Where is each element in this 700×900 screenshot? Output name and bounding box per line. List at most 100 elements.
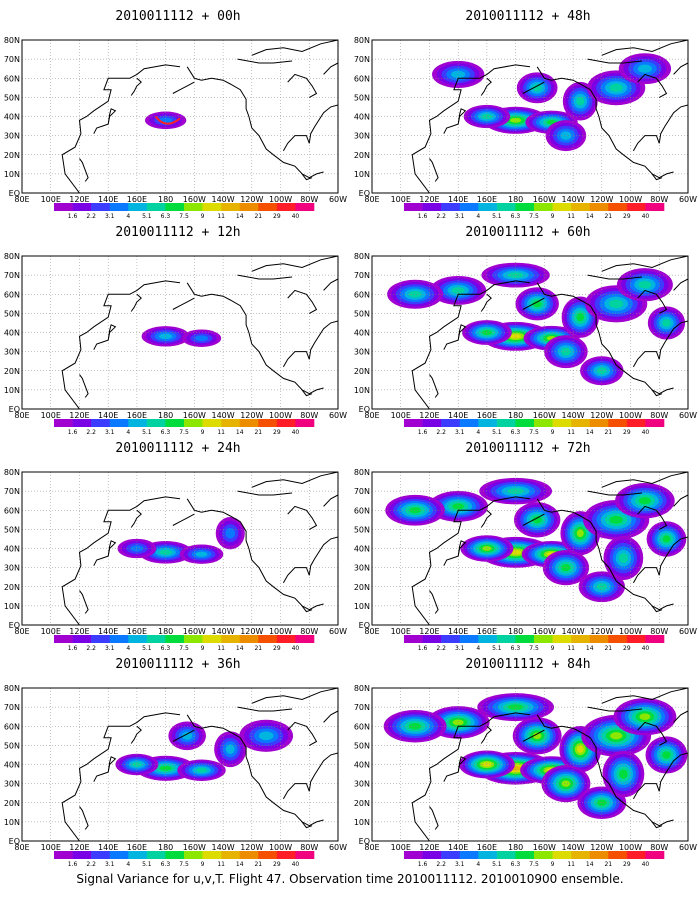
colorbar-label: 11 [217,861,225,868]
lat-label: 40N [354,545,370,554]
colorbar-swatch [239,851,259,859]
variance-contour [561,564,571,572]
lon-label: 80E [364,195,379,204]
colorbar-swatch [459,851,479,859]
map-frame [21,471,339,626]
colorbar-swatch [295,635,315,643]
colorbar-swatch [441,203,461,211]
coastline [411,496,531,625]
coastline [536,282,674,395]
map-frame [371,39,689,194]
lon-label: 180 [158,195,173,204]
lon-label: 160W [183,627,206,636]
coastline [61,496,181,625]
colorbar-swatch [221,851,241,859]
colorbar-label: 5.1 [142,213,152,220]
panel-title: 2010011112 + 00h [115,9,241,24]
lon-label: 100W [619,195,642,204]
colorbar-swatch [221,419,241,427]
lon-label: 80E [14,627,29,636]
colorbar-swatch [552,419,572,427]
colorbar-swatch [184,203,203,211]
colorbar-label: 4 [126,861,130,868]
colorbar-swatch [645,851,665,859]
coastline [443,108,467,134]
colorbar-label: 9 [551,861,555,868]
lon-label: 160E [477,627,497,636]
coastline [651,173,663,181]
coastline [637,289,668,314]
colorbar-swatch [295,851,315,859]
colorbar-label: 29 [623,645,631,652]
colorbar-label: 2.2 [86,645,96,652]
colorbar-label: 3.1 [105,645,115,652]
colorbar-swatch [202,635,222,643]
colorbar-swatch [258,851,278,859]
coastline [443,756,467,782]
lon-label: 120W [240,411,263,420]
variance-contour [194,335,209,342]
colorbar-swatch [422,851,442,859]
colorbar-swatch [109,635,129,643]
variance-contour [409,507,422,514]
coastline [411,64,531,193]
colorbar-swatch [202,419,222,427]
lat-label: 80N [4,36,20,45]
lon-label: 100E [41,627,61,636]
lat-label: 30N [354,564,370,573]
lat-label: 50N [4,741,20,750]
lon-label: 120E [69,627,89,636]
map-frame [21,687,339,842]
coastline [237,490,293,496]
variance-contour [195,551,208,557]
coastline [536,66,674,179]
lat-label: 10N [4,386,20,395]
variance-field [117,517,245,564]
variance-map: EQ 10N 20N 30N 40N 50N 60N 70N 80N 80E 100E 120E 140… [4,252,347,436]
colorbar: 1.6 2.2 3.1 4 5.1 6.3 7.5 9 11 14 21 29 40 [404,419,665,436]
variance-map: EQ 10N 20N 30N 40N 50N 60N 70N 80N 80E 100E 120E 140… [354,684,697,868]
variance-contour [509,117,522,123]
colorbar-swatch [128,419,148,427]
variance-contour [637,64,653,73]
colorbar-label: 14 [586,213,594,220]
coastline [130,77,142,96]
colorbar: 1.6 2.2 3.1 4 5.1 6.3 7.5 9 11 14 21 29 40 [404,203,665,220]
lat-label: 80N [4,684,20,693]
coastline [93,756,117,782]
colorbar-swatch [239,635,259,643]
coastline [93,108,117,134]
map-frame [21,255,339,410]
coastline [61,64,181,193]
coastline [587,274,643,280]
coastline [632,536,688,584]
colorbar-swatch [91,851,111,859]
coastline [480,509,492,528]
lat-label: 10N [4,170,20,179]
colorbar-label: 1.6 [418,645,428,652]
coastline [480,77,492,96]
colorbar-label: 5.1 [492,861,502,868]
lon-label: 60W [329,627,347,636]
colorbar-label: 29 [273,429,281,436]
colorbar-swatch [54,419,73,427]
lon-label: 180 [158,843,173,852]
colorbar-swatch [478,419,498,427]
colorbar-label: 1.6 [68,645,78,652]
colorbar-swatch [276,419,296,427]
lat-label: 40N [4,761,20,770]
variance-contour [182,731,193,740]
coastline [79,806,89,830]
coastline [172,297,195,310]
colorbar-swatch [608,203,628,211]
variance-contour [532,84,542,92]
coastline [651,605,663,613]
colorbar-label: 9 [201,213,205,220]
lat-label: 30N [4,780,20,789]
variance-field [385,477,687,603]
lon-label: 100E [391,195,411,204]
lon-label: 80W [650,843,668,852]
lat-label: 50N [354,741,370,750]
colorbar-label: 6.3 [161,861,171,868]
colorbar: 1.6 2.2 3.1 4 5.1 6.3 7.5 9 11 14 21 29 40 [54,635,315,652]
